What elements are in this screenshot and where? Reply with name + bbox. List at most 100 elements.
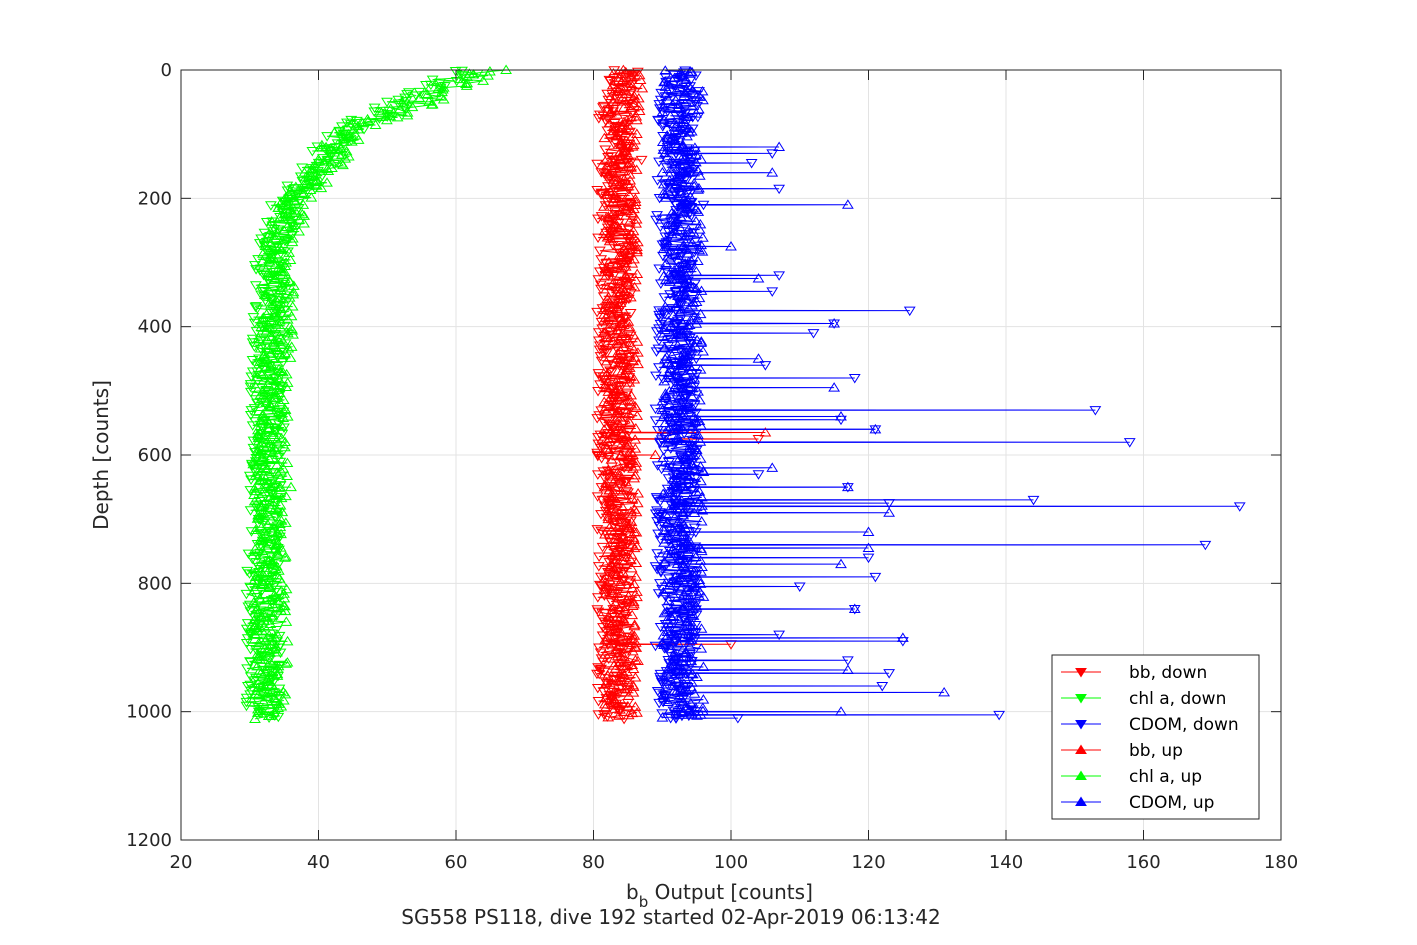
data-point-marker <box>671 456 684 466</box>
data-point-marker <box>252 577 264 588</box>
data-point-marker <box>656 712 669 722</box>
data-point-marker <box>240 701 253 712</box>
data-point-marker <box>262 671 275 682</box>
data-point-marker <box>689 96 702 107</box>
data-point-marker <box>653 264 666 274</box>
data-point-marker <box>275 492 288 503</box>
data-point-marker <box>274 303 287 313</box>
data-point-marker <box>628 578 640 589</box>
data-point-marker <box>692 429 704 439</box>
data-point-marker <box>688 373 701 383</box>
data-point-marker <box>599 379 612 389</box>
data-point-marker <box>325 144 338 155</box>
data-point-marker <box>609 421 621 432</box>
data-point-marker <box>683 535 695 545</box>
data-point-marker <box>629 434 642 444</box>
data-point-marker <box>685 655 698 666</box>
data-point-marker <box>266 598 279 609</box>
data-point-marker <box>255 321 268 331</box>
data-point-marker <box>651 549 664 559</box>
data-point-marker <box>619 476 632 486</box>
data-point-marker <box>250 592 263 603</box>
data-point-marker <box>664 444 677 454</box>
data-point-marker <box>654 672 666 683</box>
data-point-marker <box>616 542 629 552</box>
x-tick-label: 80 <box>582 852 605 873</box>
data-point-marker <box>623 350 635 361</box>
data-point-marker <box>624 111 637 122</box>
data-point-marker <box>245 475 257 485</box>
data-point-marker <box>264 481 277 492</box>
data-point-marker <box>612 338 625 348</box>
data-point-marker <box>680 484 693 495</box>
data-point-marker <box>687 227 700 237</box>
data-point-marker <box>252 677 265 688</box>
data-point-marker <box>624 157 636 167</box>
data-point-marker <box>251 446 264 456</box>
data-point-marker <box>278 321 291 332</box>
data-point-marker <box>279 552 291 562</box>
data-point-marker <box>258 558 271 569</box>
data-point-marker <box>297 199 310 209</box>
data-point-marker <box>273 363 285 374</box>
legend-marker <box>1075 720 1087 730</box>
data-point-marker <box>680 74 693 84</box>
data-point-marker <box>602 386 615 396</box>
data-point-marker <box>613 250 626 260</box>
data-point-marker <box>275 420 288 430</box>
x-tick-label: 180 <box>1264 852 1298 873</box>
data-point-marker <box>336 122 348 132</box>
data-point-marker <box>680 208 693 219</box>
data-point-marker <box>683 636 696 646</box>
data-point-marker <box>684 641 696 651</box>
data-point-marker <box>391 111 404 122</box>
data-point-marker <box>651 494 664 505</box>
data-point-marker <box>683 474 695 484</box>
data-point-marker <box>633 69 646 80</box>
data-point-marker <box>677 150 690 160</box>
data-point-marker <box>696 232 709 242</box>
data-point-marker <box>676 687 689 697</box>
data-point-marker <box>759 361 772 371</box>
data-point-marker <box>597 103 609 113</box>
data-point-marker <box>609 481 622 492</box>
data-point-marker <box>249 713 261 723</box>
data-point-marker <box>271 369 284 379</box>
data-point-marker <box>693 394 706 405</box>
data-point-marker <box>616 539 628 549</box>
data-point-marker <box>315 182 328 193</box>
data-point-marker <box>321 132 334 142</box>
data-point-marker <box>277 695 290 705</box>
data-point-marker <box>260 218 273 228</box>
data-point-marker <box>619 605 631 615</box>
data-point-marker <box>241 681 254 692</box>
data-point-marker <box>659 342 671 352</box>
data-point-marker <box>266 610 279 620</box>
data-point-marker <box>657 586 670 597</box>
data-point-marker <box>697 466 710 477</box>
data-point-marker <box>601 398 613 408</box>
data-point-marker <box>656 122 669 132</box>
data-point-marker <box>666 156 679 166</box>
data-point-marker <box>256 680 269 691</box>
data-point-marker <box>731 714 744 724</box>
data-point-marker <box>598 314 610 325</box>
data-point-marker <box>269 689 281 699</box>
data-point-marker <box>668 425 681 435</box>
data-point-marker <box>616 328 629 338</box>
data-point-marker <box>679 369 692 379</box>
data-point-marker <box>611 570 623 580</box>
data-point-marker <box>690 215 702 226</box>
data-point-marker <box>603 574 616 585</box>
data-point-marker <box>601 679 614 689</box>
data-point-marker <box>629 134 641 145</box>
data-point-marker <box>659 92 672 102</box>
data-point-marker <box>614 180 627 190</box>
x-tick-label: 60 <box>445 852 468 873</box>
data-point-marker <box>677 383 690 393</box>
y-tick-label: 200 <box>138 188 172 209</box>
data-point-marker <box>257 615 270 625</box>
data-point-marker <box>695 643 708 653</box>
data-point-marker <box>599 584 611 594</box>
data-point-marker <box>675 332 687 342</box>
